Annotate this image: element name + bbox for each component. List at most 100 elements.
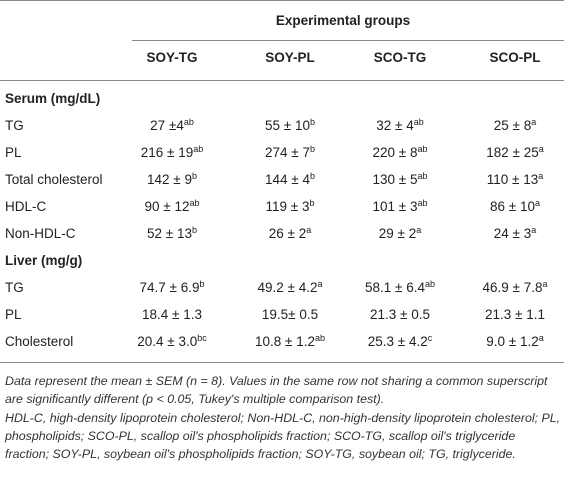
cell: 119 ± 3b [265,198,315,215]
cell-value: 20.4 ± 3.0 [137,334,198,349]
cell-value: 220 ± 8 [372,145,418,160]
row-label: PL [5,145,22,160]
superscript: a [538,333,544,343]
superscript: b [309,171,315,181]
cell: 74.7 ± 6.9b [139,279,205,296]
cell-value: 46.9 ± 7.8 [482,280,543,295]
cell: 90 ± 12ab [144,199,200,215]
cell: 58.1 ± 6.4ab [365,279,435,296]
row-label: TG [5,118,24,133]
row-label: PL [5,307,22,322]
cell-value: 142 ± 9 [147,172,192,187]
cell-value: 21.3 ± 0.5 [370,307,430,322]
cell-value: 130 ± 5 [372,172,418,187]
cell-value: 26 ± 2 [268,226,307,241]
cell-value: 24 ± 3 [493,226,532,241]
cell: 18.4 ± 1.3 [142,307,202,322]
footnote: Data represent the mean ± SEM (n = 8). V… [5,374,548,406]
cell-value: 27 ±4 [150,118,184,133]
superscript: bc [197,333,207,343]
cell-value: 18.4 ± 1.3 [142,307,202,322]
footnote: HDL-C, high-density lipoprotein choleste… [5,411,561,461]
superscript: ab [417,171,428,181]
row-label: HDL-C [5,199,47,214]
cell-value: 110 ± 13 [486,172,539,187]
superscript: ab [417,198,428,208]
cell: 182 ± 25a [486,144,544,161]
cell: 25.3 ± 4.2c [367,333,433,350]
cell-value: 25.3 ± 4.2 [367,334,428,349]
superscript: ab [424,279,435,289]
cell-value: 182 ± 25 [486,145,539,160]
cell: 144 ± 4b [265,171,315,188]
cell: 20.4 ± 3.0bc [137,333,207,350]
superscript: a [317,279,323,289]
footnotes: Data represent the mean ± SEM (n = 8). V… [5,372,561,464]
superscript: a [306,225,312,235]
superscript: b [191,171,197,181]
cell: 220 ± 8ab [372,144,428,161]
cell: 46.9 ± 7.8a [482,279,548,296]
cell: 19.5± 0.5 [262,307,318,322]
column-header: SCO-TG [373,50,427,65]
cell: 52 ± 13b [147,225,197,242]
superscript: a [531,117,537,127]
cell: 29 ± 2a [378,225,422,242]
cell-value: 25 ± 8 [493,118,532,133]
cell: 49.2 ± 4.2a [257,279,323,296]
cell: 26 ± 2a [268,225,312,242]
cell: 25 ± 8a [493,117,537,134]
superscript: a [534,198,540,208]
superscript: a [542,279,548,289]
superscript: a [538,171,544,181]
cell: 10.8 ± 1.2ab [255,333,325,350]
superscript: b [309,117,315,127]
cell-value: 19.5± 0.5 [261,307,319,322]
cell-value: 9.0 ± 1.2 [486,334,539,349]
cell-value: 49.2 ± 4.2 [257,280,318,295]
cell: 101 ± 3ab [372,198,428,215]
cell: 32 ± 4ab [376,117,424,134]
cell-value: 216 ± 19 [140,145,194,160]
superscript: b [199,279,205,289]
row-label: Non-HDL-C [5,226,76,241]
superscript: ab [314,333,325,343]
superscript: ab [417,144,428,154]
cell: 110 ± 13a [486,171,544,188]
cell-value: 21.3 ± 1.1 [485,307,545,322]
superscript: b [309,198,315,208]
superscript: b [309,144,315,154]
group-header: Experimental groups [275,13,411,28]
section-title: Liver (mg/g) [5,253,83,268]
cell: 86 ± 10a [490,198,540,215]
section-title: Serum (mg/dL) [5,91,101,106]
superscript: ab [413,117,424,127]
cell-value: 90 ± 12 [144,199,190,214]
row-label: Total cholesterol [5,172,103,187]
cell: 130 ± 5ab [372,171,428,188]
cell-value: 55 ± 10 [265,118,310,133]
column-header: SCO-PL [489,50,541,65]
rule [0,0,564,1]
superscript: b [191,225,197,235]
cell-value: 144 ± 4 [265,172,310,187]
cell: 55 ± 10b [265,117,315,134]
superscript: c [427,333,433,343]
cell-value: 86 ± 10 [490,199,535,214]
cell-value: 74.7 ± 6.9 [139,280,200,295]
cell: 274 ± 7b [265,144,315,161]
column-header: SOY-TG [146,50,198,65]
superscript: a [416,225,422,235]
rule [0,80,564,81]
cell-value: 119 ± 3 [265,199,310,214]
row-label: TG [5,280,24,295]
cell: 21.3 ± 1.1 [485,307,545,322]
cell-value: 29 ± 2 [378,226,417,241]
cell: 142 ± 9b [147,171,197,188]
cell-value: 101 ± 3 [372,199,418,214]
superscript: a [538,144,544,154]
rule [132,40,564,41]
cell-value: 32 ± 4 [376,118,414,133]
cell: 27 ±4ab [150,118,194,134]
